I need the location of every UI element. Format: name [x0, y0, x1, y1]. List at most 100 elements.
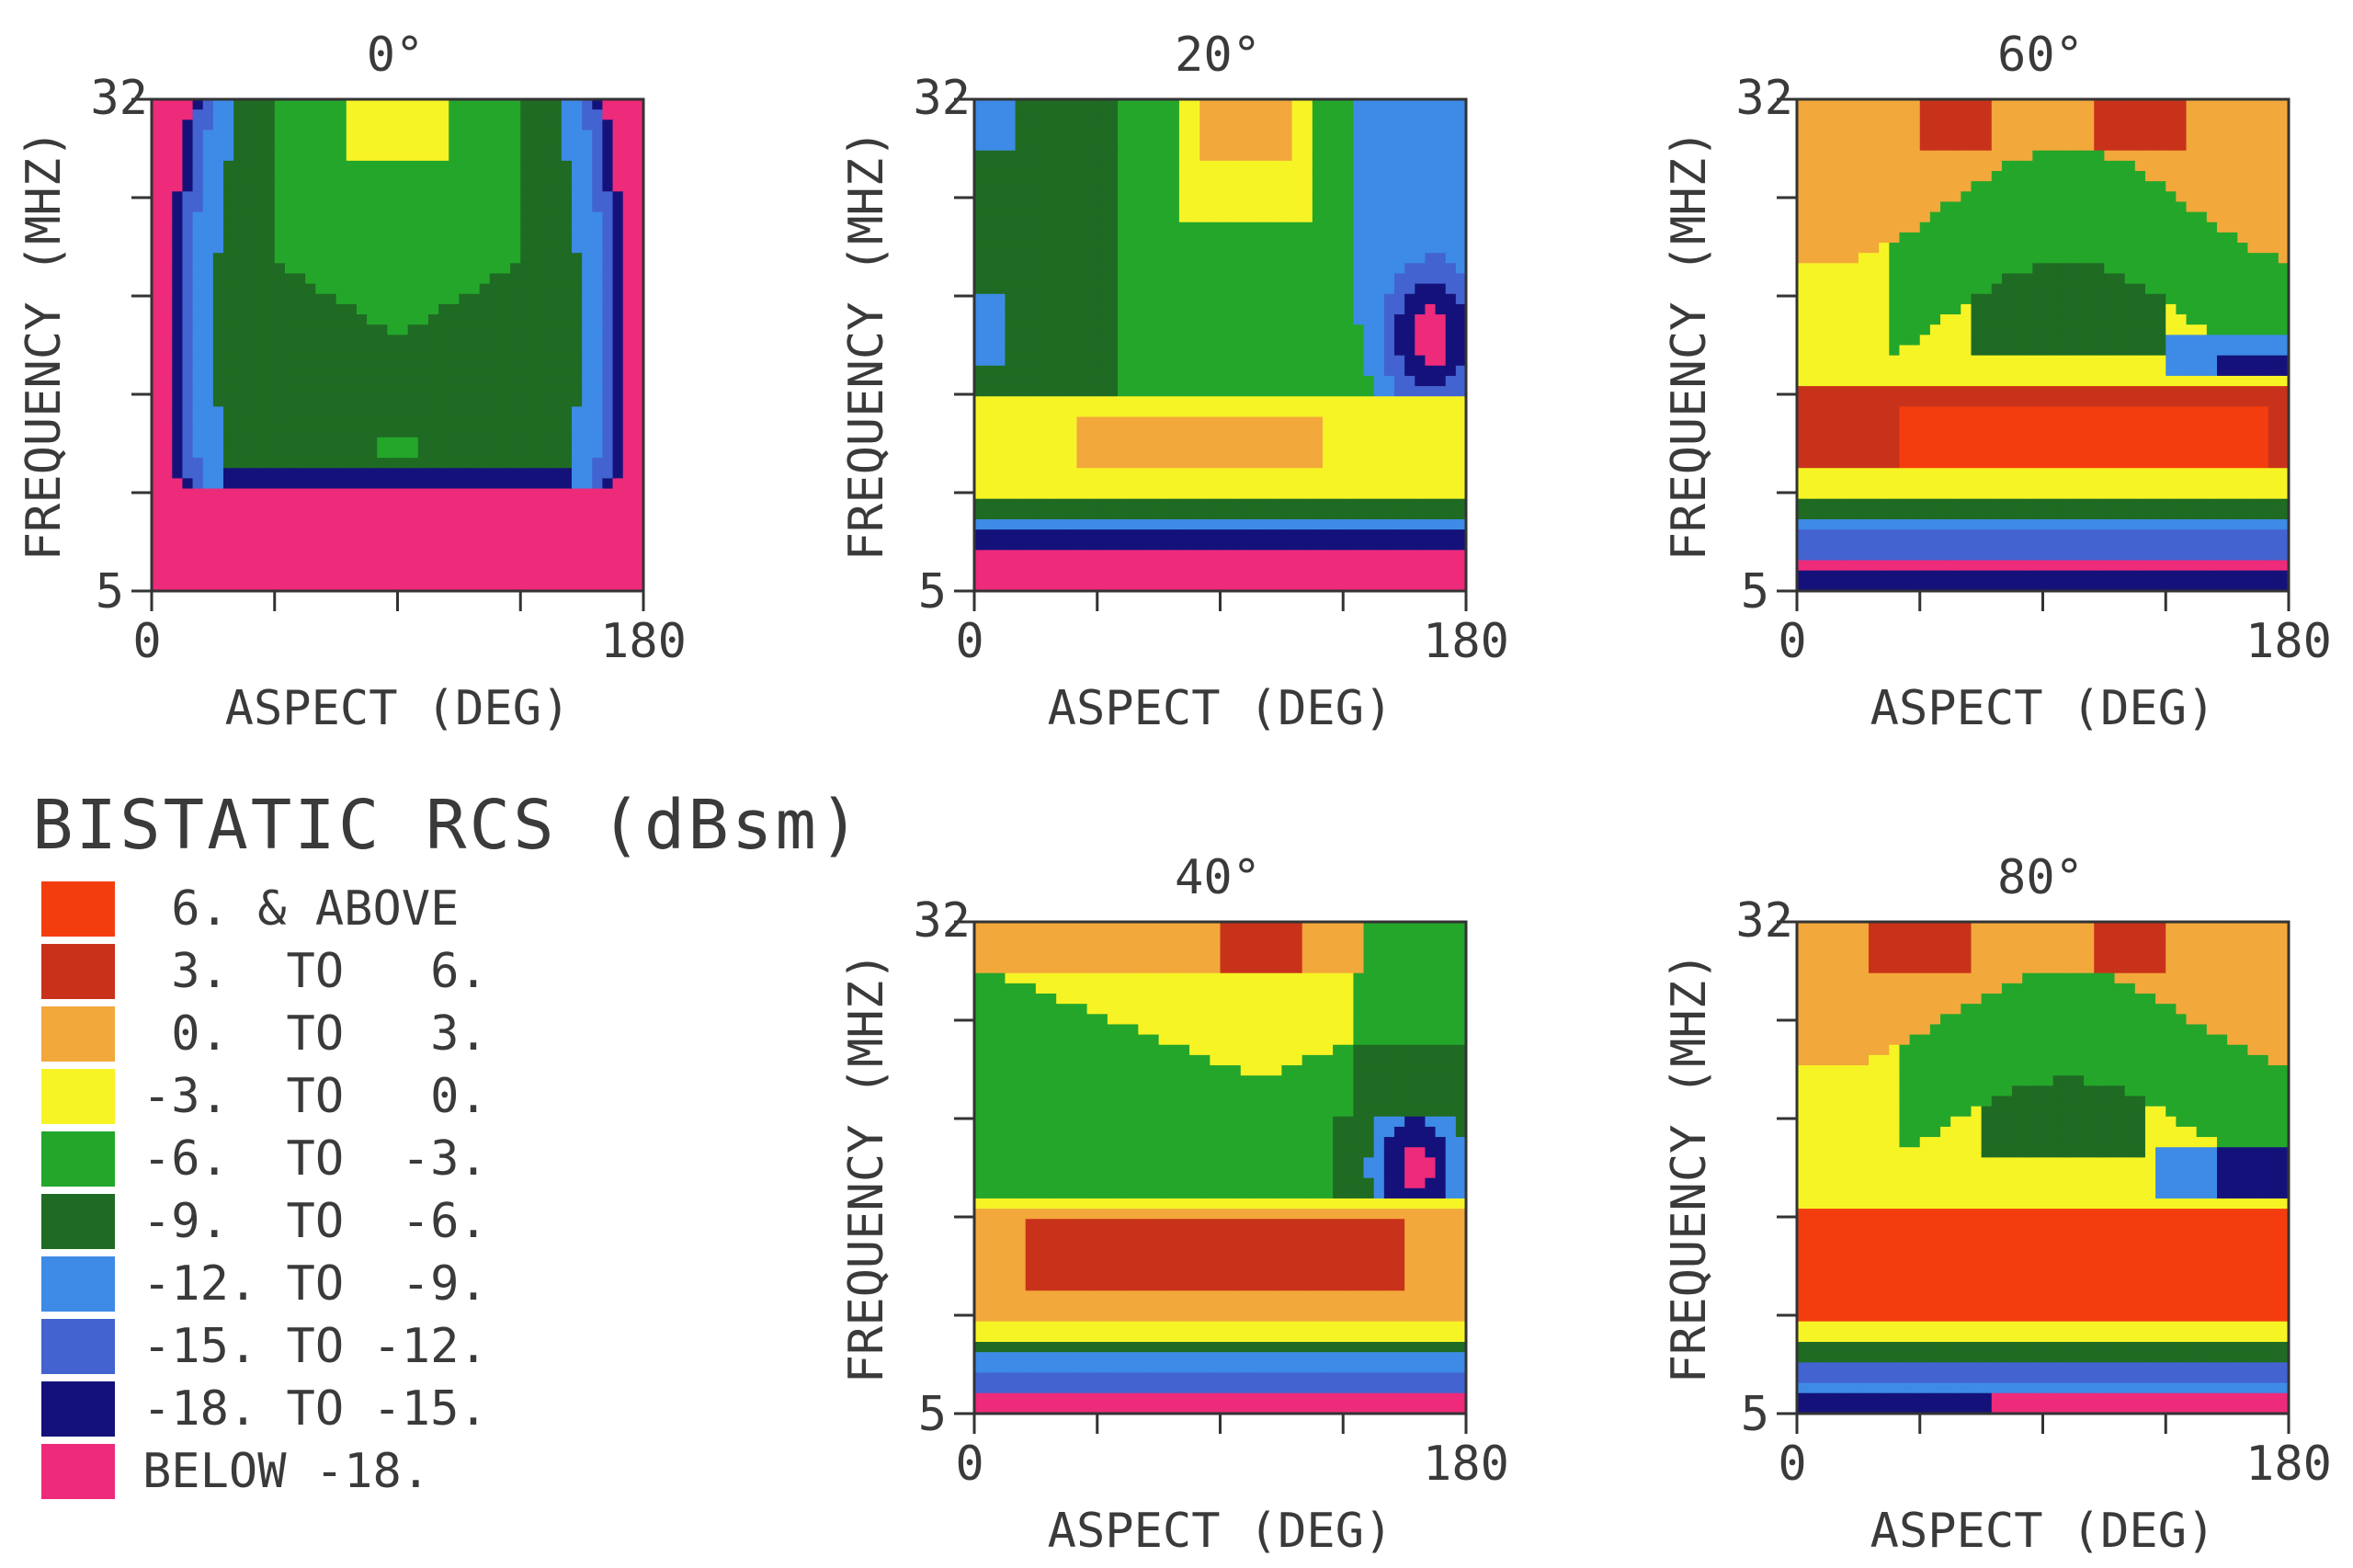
- heatmap-cell: [1240, 181, 1252, 192]
- heatmap-cell: [212, 580, 224, 592]
- heatmap-cell: [335, 314, 347, 325]
- heatmap-cell: [387, 396, 399, 407]
- heatmap-cell: [438, 570, 449, 582]
- heatmap-cell: [346, 243, 358, 254]
- heatmap-cell: [2186, 119, 2198, 131]
- heatmap-cell: [1455, 508, 1467, 520]
- heatmap-cell: [1425, 468, 1437, 479]
- heatmap-cell: [244, 335, 256, 347]
- heatmap-cell: [233, 355, 244, 367]
- heatmap-cell: [520, 314, 531, 325]
- heatmap-cell: [202, 529, 214, 540]
- heatmap-cell: [1291, 518, 1303, 530]
- heatmap-cell: [1271, 518, 1282, 530]
- heatmap-cell: [540, 150, 552, 162]
- heatmap-cell: [397, 171, 409, 182]
- heatmap-cell: [1066, 140, 1078, 152]
- heatmap-cell: [582, 283, 593, 295]
- heatmap-cell: [1950, 140, 1961, 152]
- heatmap-cell: [1107, 335, 1119, 347]
- heatmap-cell: [2104, 109, 2116, 120]
- heatmap-cell: [2042, 99, 2054, 110]
- heatmap-cell: [346, 130, 358, 142]
- heatmap-cell: [254, 355, 266, 367]
- heatmap-cell: [1128, 314, 1139, 325]
- heatmap-cell: [1189, 508, 1200, 520]
- heatmap-cell: [510, 508, 521, 520]
- heatmap-cell: [499, 570, 511, 582]
- heatmap-cell: [1250, 365, 1262, 377]
- heatmap-cell: [284, 550, 296, 562]
- heatmap-cell: [1435, 365, 1447, 377]
- heatmap-cell: [244, 406, 256, 418]
- heatmap-cell: [1302, 335, 1313, 347]
- heatmap-cell: [1373, 222, 1385, 233]
- heatmap-cell: [1363, 580, 1375, 592]
- heatmap-cell: [152, 580, 163, 592]
- heatmap-cell: [995, 109, 1006, 120]
- heatmap-cell: [1066, 437, 1078, 449]
- heatmap-cell: [152, 171, 163, 182]
- heatmap-cell: [551, 437, 563, 449]
- heatmap-cell: [1435, 447, 1447, 459]
- heatmap-cell: [182, 243, 194, 254]
- heatmap-cell: [1107, 130, 1119, 142]
- heatmap-cell: [1455, 293, 1467, 305]
- heatmap-cell: [1107, 580, 1119, 592]
- heatmap-cell: [1322, 458, 1334, 469]
- heatmap-cell: [417, 253, 429, 264]
- heatmap-cell: [1393, 447, 1405, 459]
- heatmap-cell: [1383, 222, 1395, 233]
- heatmap-cell: [530, 253, 542, 264]
- heatmap-cell: [1847, 160, 1859, 172]
- heatmap-cell: [387, 201, 399, 213]
- heatmap-cell: [510, 345, 521, 357]
- heatmap-cell: [1291, 243, 1303, 254]
- heatmap-cell: [1230, 335, 1242, 347]
- heatmap-cell: [1148, 171, 1160, 182]
- heatmap-cell: [212, 324, 224, 335]
- heatmap-cell: [592, 355, 604, 367]
- heatmap-cell: [1086, 253, 1098, 264]
- heatmap-cell: [264, 335, 276, 347]
- heatmap-cell: [1056, 181, 1067, 192]
- heatmap-cell: [1240, 529, 1252, 540]
- heatmap-cell: [397, 283, 409, 295]
- heatmap-cell: [152, 386, 163, 397]
- heatmap-cell: [387, 160, 399, 172]
- heatmap-cell: [274, 488, 286, 500]
- heatmap-cell: [1261, 386, 1272, 397]
- heatmap-cell: [162, 253, 173, 264]
- heatmap-cell: [1025, 324, 1037, 335]
- heatmap-cell: [530, 426, 542, 438]
- heatmap-cell: [417, 550, 429, 562]
- heatmap-cell: [1210, 324, 1222, 335]
- heatmap-cell: [356, 283, 368, 295]
- heatmap-cell: [387, 560, 399, 572]
- heatmap-cell: [407, 529, 419, 540]
- heatmap-cell: [1393, 386, 1405, 397]
- heatmap-cell: [632, 293, 644, 305]
- heatmap-cell: [1168, 253, 1180, 264]
- heatmap-cell: [1230, 437, 1242, 449]
- heatmap-cell: [1230, 447, 1242, 459]
- heatmap-cell: [172, 375, 184, 387]
- heatmap-cell: [489, 518, 501, 530]
- heatmap-cell: [1312, 447, 1324, 459]
- heatmap-cell: [1858, 160, 1870, 172]
- heatmap-cell: [162, 447, 173, 459]
- heatmap-cell: [356, 375, 368, 387]
- heatmap-cell: [1158, 386, 1170, 397]
- heatmap-cell: [1230, 201, 1242, 213]
- heatmap-cell: [1455, 119, 1467, 131]
- heatmap-cell: [602, 560, 614, 572]
- heatmap-cell: [1210, 222, 1222, 233]
- heatmap-cell: [449, 335, 460, 347]
- heatmap-cell: [1363, 386, 1375, 397]
- heatmap-cell: [2104, 160, 2116, 172]
- heatmap-cell: [520, 303, 531, 315]
- heatmap-cell: [417, 416, 429, 428]
- heatmap-cell: [1281, 447, 1293, 459]
- heatmap-cell: [582, 211, 593, 223]
- heatmap-cell: [1178, 406, 1190, 418]
